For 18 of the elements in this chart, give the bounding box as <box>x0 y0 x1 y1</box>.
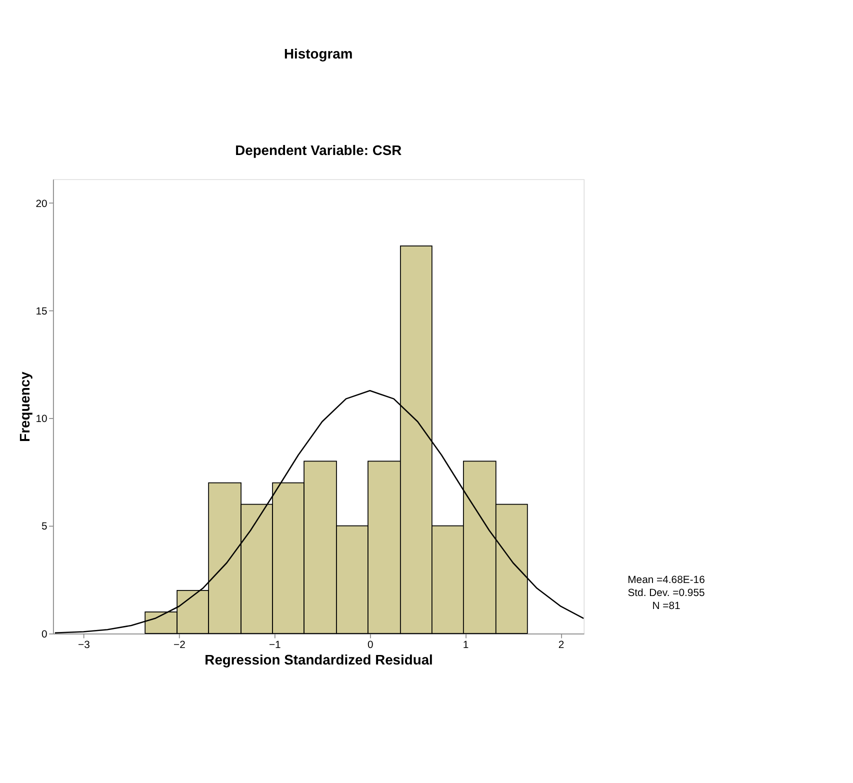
text: N =81 <box>652 601 680 612</box>
chart-subtitle: Dependent Variable: CSR <box>235 142 402 158</box>
y-axis-title: Frequency <box>16 371 33 442</box>
y-tick-label: 15 <box>36 306 48 318</box>
x-tick-label: 0 <box>367 640 374 651</box>
x-tick-label: −1 <box>268 640 282 651</box>
text: Mean =4.68E-16 <box>628 575 706 586</box>
text: Std. Dev. =0.955 <box>628 588 705 600</box>
chart-title: Histogram <box>284 45 353 62</box>
y-tick-label: 10 <box>36 414 48 426</box>
x-tick-label: 2 <box>558 640 564 651</box>
x-tick-label: 1 <box>462 640 469 651</box>
x-tick-label: −3 <box>78 640 90 651</box>
y-tick-label: 0 <box>42 629 48 640</box>
x-tick-label: −2 <box>173 640 186 651</box>
y-tick-label: 5 <box>42 522 48 533</box>
x-axis-title: Regression Standardized Residual <box>204 651 433 668</box>
y-tick-label: 20 <box>36 198 48 210</box>
